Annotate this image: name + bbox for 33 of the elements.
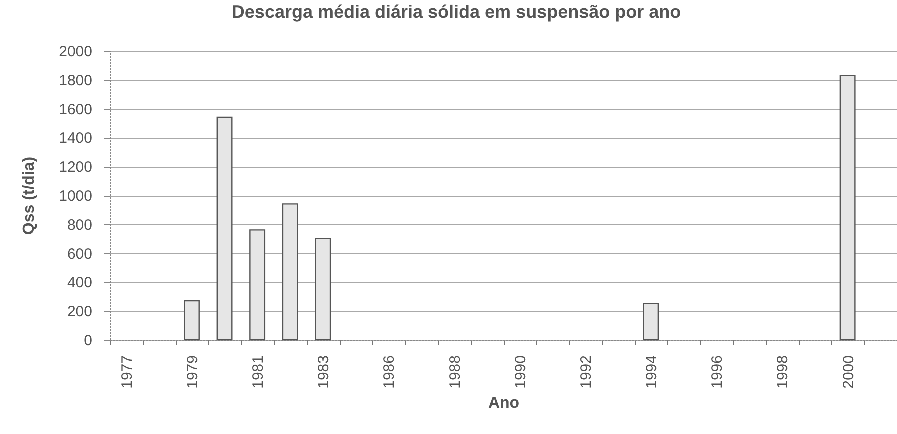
y-tick-label: 1200 xyxy=(59,159,92,176)
chart-title: Descarga média diária sólida em suspensão por ano xyxy=(232,2,682,22)
y-tick-label: 200 xyxy=(67,304,92,321)
x-tick-label: 1998 xyxy=(774,356,792,389)
y-tick-label: 800 xyxy=(67,216,92,234)
y-tick-label: 1600 xyxy=(59,101,92,118)
x-tick-label: 2000 xyxy=(840,356,858,389)
bar xyxy=(282,204,298,341)
y-tick-label: 1400 xyxy=(59,130,92,148)
x-tick-label: 1988 xyxy=(446,356,464,389)
x-tick-label: 1996 xyxy=(709,356,726,389)
y-tick-label: 400 xyxy=(67,274,92,292)
x-tick-label: 1977 xyxy=(118,356,136,389)
bar xyxy=(250,230,266,341)
y-tick-label: 1000 xyxy=(59,188,92,205)
bar xyxy=(643,303,660,341)
x-tick-label: 1994 xyxy=(644,356,661,389)
bar xyxy=(184,300,200,341)
y-axis-title: Qss (t/dia) xyxy=(21,156,38,236)
bar xyxy=(840,74,856,341)
x-tick-label: 1992 xyxy=(578,356,595,389)
bar xyxy=(315,238,332,341)
bar xyxy=(216,116,233,341)
x-tick-label: 1990 xyxy=(512,356,530,389)
y-tick-label: 1800 xyxy=(59,72,92,90)
x-tick-label: 1981 xyxy=(250,356,268,389)
x-tick-label: 1983 xyxy=(316,356,333,389)
y-tick-label: 600 xyxy=(67,246,92,263)
x-axis-title: Ano xyxy=(488,394,520,412)
y-tick-label: 2000 xyxy=(59,44,92,60)
y-tick-label: 0 xyxy=(84,332,92,350)
x-tick-label: 1979 xyxy=(184,356,202,389)
x-tick-label: 1986 xyxy=(381,356,398,389)
